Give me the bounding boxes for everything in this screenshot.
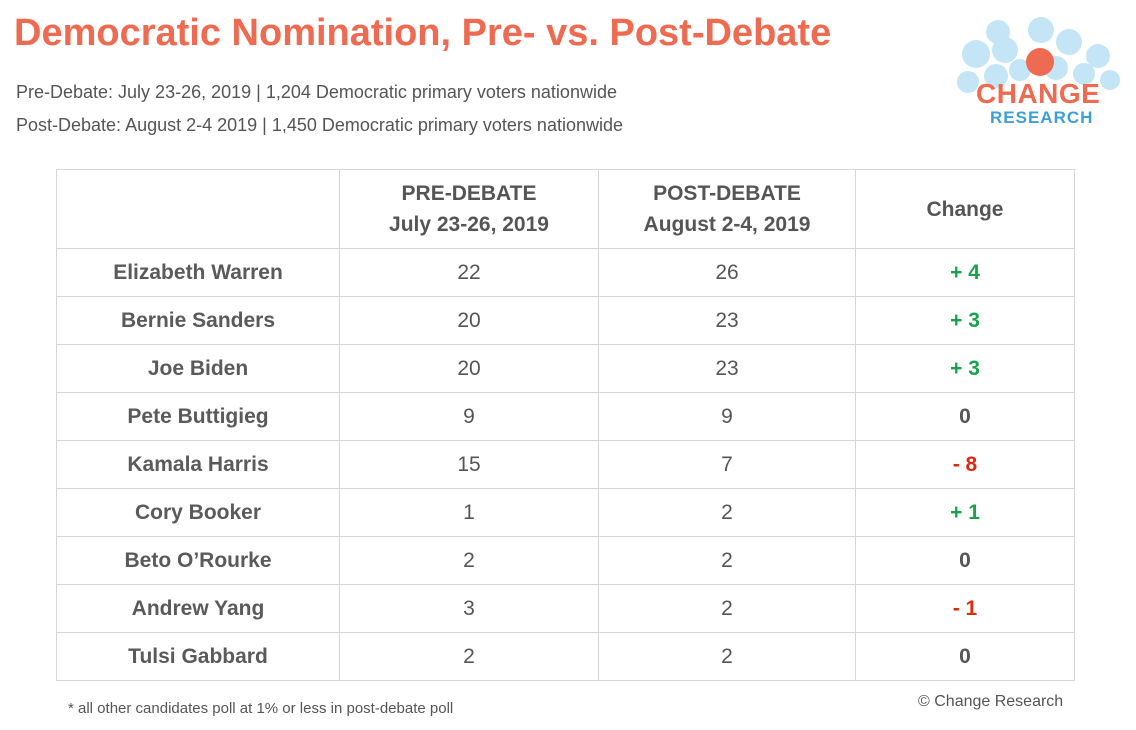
header-post-debate-label: POST-DEBATE [653, 182, 801, 205]
table-row: Cory Booker 1 2 + 1 [56, 488, 1075, 537]
post-debate-value: 2 [598, 584, 856, 633]
logo-dot-icon [1026, 48, 1054, 76]
candidate-name: Kamala Harris [56, 440, 340, 489]
candidate-name: Beto O’Rourke [56, 536, 340, 585]
header-change: Change [855, 169, 1075, 249]
table-row: Beto O’Rourke 2 2 0 [56, 536, 1075, 585]
candidate-name: Joe Biden [56, 344, 340, 393]
table-row: Andrew Yang 3 2- 1 [56, 584, 1075, 633]
change-value: 0 [855, 536, 1075, 585]
pre-debate-value: 3 [339, 584, 599, 633]
candidate-name: Tulsi Gabbard [56, 632, 340, 681]
subtitle-post-debate: Post-Debate: August 2-4 2019 | 1,450 Dem… [16, 115, 623, 135]
post-debate-value: 2 [598, 632, 856, 681]
table-row: Kamala Harris 15 7- 8 [56, 440, 1075, 489]
footnote: * all other candidates poll at 1% or les… [68, 700, 454, 717]
pre-debate-value: 20 [339, 296, 599, 345]
pre-debate-value: 9 [339, 392, 599, 441]
pre-debate-value: 1 [339, 488, 599, 537]
change-value: 0 [855, 632, 1075, 681]
table-row: Joe Biden 20 23 + 3 [56, 344, 1075, 393]
pre-debate-value: 2 [339, 632, 599, 681]
change-research-logo [957, 17, 1120, 93]
change-value: + 1 [855, 488, 1075, 537]
chart-title: Democratic Nomination, Pre- vs. Post-Deb… [14, 12, 832, 54]
header-pre-debate-label: PRE-DEBATE [401, 182, 537, 205]
table-body: Elizabeth Warren 22 26 + 4 Bernie Sanders 20 2… [56, 248, 1075, 681]
poll-table: PRE-DEBATE July 23-26, 2019 POST-DEBATE … [56, 169, 1075, 681]
header-post-debate: POST-DEBATE August 2-4, 2019 [598, 169, 856, 249]
candidate-name: Elizabeth Warren [56, 248, 340, 297]
post-debate-value: 23 [598, 344, 856, 393]
change-value: + 4 [855, 248, 1075, 297]
post-debate-value: 2 [598, 488, 856, 537]
post-debate-value: 26 [598, 248, 856, 297]
pre-debate-value: 20 [339, 344, 599, 393]
header-post-debate-date: August 2-4, 2019 [643, 213, 811, 236]
post-debate-value: 7 [598, 440, 856, 489]
post-debate-value: 2 [598, 536, 856, 585]
change-value: - 1 [855, 584, 1075, 633]
table-row: Bernie Sanders 20 23 + 3 [56, 296, 1075, 345]
pre-debate-value: 22 [339, 248, 599, 297]
subtitle-pre-debate: Pre-Debate: July 23-26, 2019 | 1,204 Dem… [16, 82, 617, 102]
change-value: + 3 [855, 344, 1075, 393]
candidate-name: Bernie Sanders [56, 296, 340, 345]
change-value: 0 [855, 392, 1075, 441]
post-debate-value: 9 [598, 392, 856, 441]
logo-text-research: RESEARCH [990, 108, 1094, 127]
table-row: Elizabeth Warren 22 26 + 4 [56, 248, 1075, 297]
candidate-name: Andrew Yang [56, 584, 340, 633]
change-value: + 3 [855, 296, 1075, 345]
table-header-row: PRE-DEBATE July 23-26, 2019 POST-DEBATE … [56, 169, 1075, 249]
candidate-name: Pete Buttigieg [56, 392, 340, 441]
change-value: - 8 [855, 440, 1075, 489]
logo-text-change: CHANGE [976, 78, 1101, 109]
copyright: © Change Research [918, 693, 1064, 710]
post-debate-value: 23 [598, 296, 856, 345]
header-pre-debate-date: July 23-26, 2019 [389, 213, 549, 236]
pre-debate-value: 2 [339, 536, 599, 585]
header-candidate [56, 169, 340, 249]
table-row: Pete Buttigieg 9 9 0 [56, 392, 1075, 441]
pre-debate-value: 15 [339, 440, 599, 489]
header-pre-debate: PRE-DEBATE July 23-26, 2019 [339, 169, 599, 249]
candidate-name: Cory Booker [56, 488, 340, 537]
table-row: Tulsi Gabbard 2 2 0 [56, 632, 1075, 681]
